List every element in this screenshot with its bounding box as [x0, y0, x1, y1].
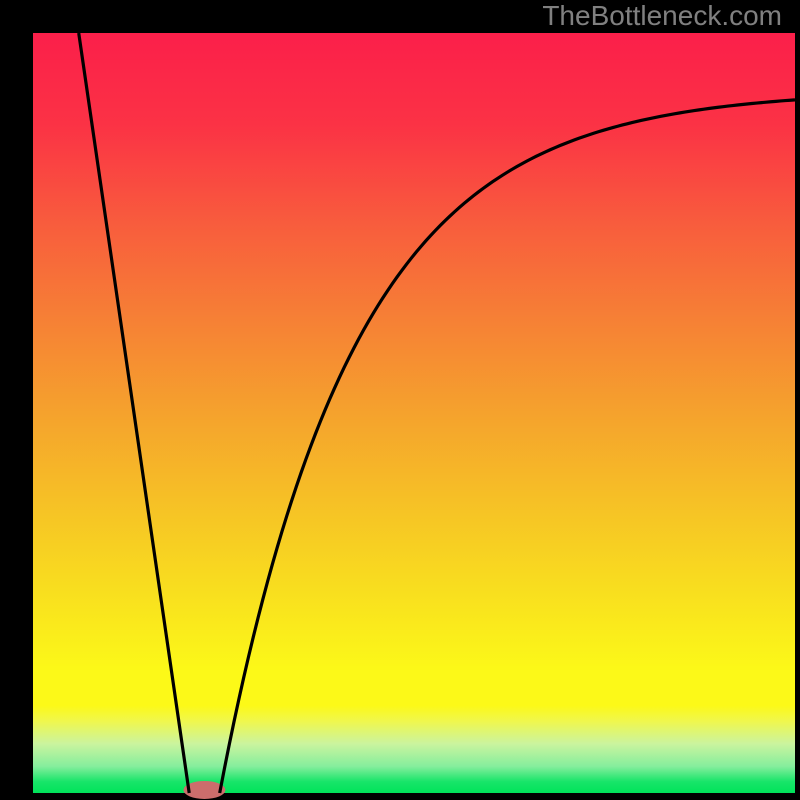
chart-gradient-background: [33, 33, 795, 793]
bottleneck-curve-chart: [0, 0, 800, 800]
figure-container: TheBottleneck.com: [0, 0, 800, 800]
watermark-source-label: TheBottleneck.com: [542, 0, 782, 32]
